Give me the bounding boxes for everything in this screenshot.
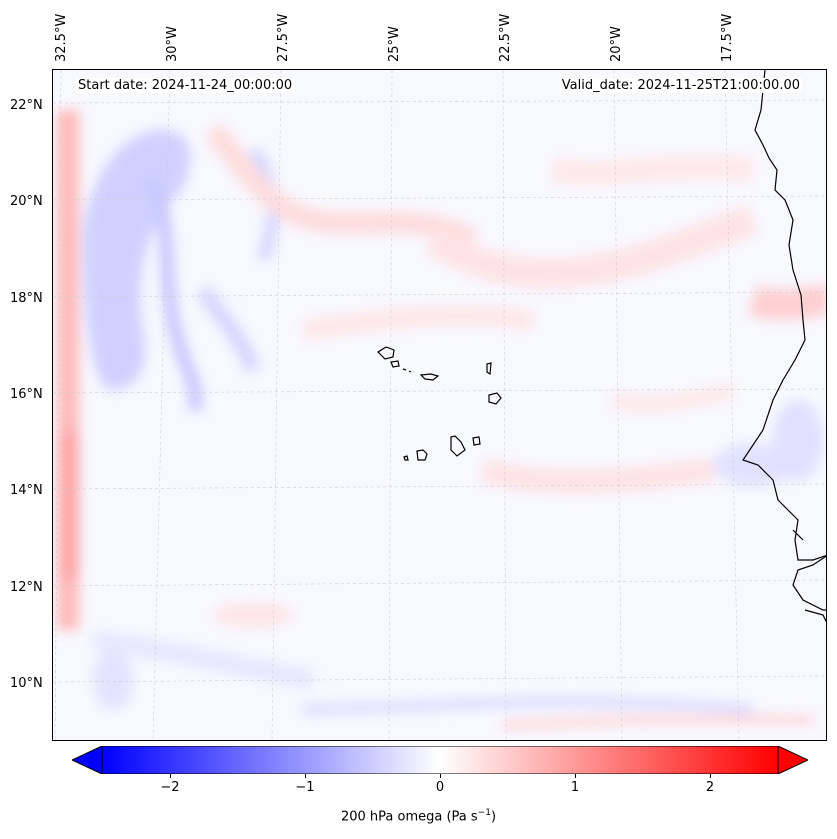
omega-field-map <box>53 70 826 740</box>
lon-label-22-5w: 22.5°W <box>498 13 513 62</box>
map-panel[interactable] <box>52 69 827 741</box>
colorbar-high-extend <box>777 746 808 774</box>
lat-label-12n: 12°N <box>10 580 43 595</box>
lon-label-17-5w: 17.5°W <box>720 13 735 62</box>
lon-label-20w: 20°W <box>609 26 624 62</box>
colorbar-tick-label: −1 <box>295 780 315 795</box>
lon-label-32-5w: 32.5°W <box>54 13 69 62</box>
colorbar-tick-label: 0 <box>435 780 445 795</box>
lat-label-10n: 10°N <box>10 676 43 691</box>
cape-verde-islands <box>377 346 502 461</box>
lat-label-20n: 20°N <box>10 194 43 209</box>
colorbar-tick-label: 2 <box>705 780 715 795</box>
omega-field-shading <box>57 110 826 729</box>
colorbar-tick-label: 1 <box>570 780 580 795</box>
start-date-label: Start date: 2024-11-24_00:00:00 <box>76 78 295 93</box>
colorbar-tick-mark <box>170 774 171 778</box>
lat-label-14n: 14°N <box>10 483 43 498</box>
lat-label-18n: 18°N <box>10 291 43 306</box>
colorbar-tick-mark <box>305 774 306 778</box>
colorbar-tick-mark <box>440 774 441 778</box>
lat-label-16n: 16°N <box>10 387 43 402</box>
colorbar <box>72 746 808 774</box>
colorbar-tick-mark <box>575 774 576 778</box>
lon-label-25w: 25°W <box>387 26 402 62</box>
lon-label-30w: 30°W <box>165 26 180 62</box>
graticule <box>53 70 826 740</box>
colorbar-label: 200 hPa omega (Pa s−1) <box>340 808 497 825</box>
valid-date-label: Valid_date: 2024-11-25T21:00:00.00 <box>559 78 802 93</box>
colorbar-tick-mark <box>710 774 711 778</box>
lon-label-27-5w: 27.5°W <box>276 13 291 62</box>
colorbar-tick-label: −2 <box>160 780 180 795</box>
lat-label-22n: 22°N <box>10 98 43 113</box>
colorbar-gradient <box>101 746 779 774</box>
colorbar-low-extend <box>72 746 103 774</box>
coastline <box>742 70 826 623</box>
